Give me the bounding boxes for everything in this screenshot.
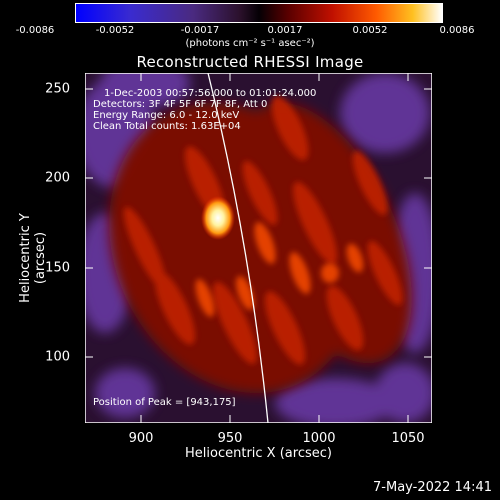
energy-range-text: Energy Range: 6.0 - 12.0 keV — [93, 110, 240, 121]
x-axis-ticks — [140, 73, 409, 423]
colorbar-tick-label: 0.0086 — [439, 25, 475, 36]
solar-image-plot — [85, 73, 432, 423]
y-axis-ticks — [85, 88, 432, 358]
colorbar-tick-label: -0.0052 — [95, 25, 135, 36]
detectors-text: Detectors: 3F 4F 5F 6F 7F 8F, Att 0 — [93, 99, 268, 110]
x-axis-label: Heliocentric X (arcsec) — [185, 446, 332, 461]
y-tick-label: 250 — [45, 81, 70, 97]
y-axis-label: Heliocentric Y (arcsec) — [18, 213, 48, 303]
image-pixels — [85, 73, 432, 423]
colorbar-units: (photons cm⁻² s⁻¹ asec⁻²) — [185, 38, 315, 49]
time-range-text: 1-Dec-2003 00:57:56.000 to 01:01:24.000 — [104, 88, 317, 99]
solar-limb-line — [207, 73, 269, 423]
colorbar-tick-label: -0.0086 — [15, 25, 55, 36]
colorbar-tick-label: -0.0017 — [180, 25, 220, 36]
clean-counts-text: Clean Total counts: 1.63E+04 — [93, 121, 241, 132]
x-tick-label: 950 — [217, 431, 243, 446]
timestamp: 7-May-2022 14:41 — [373, 480, 492, 495]
x-tick-label: 1000 — [302, 431, 336, 446]
colorbar — [75, 3, 443, 23]
x-tick-label: 900 — [128, 431, 154, 446]
y-tick-label: 200 — [45, 170, 70, 186]
colorbar-tick-label: 0.0017 — [267, 25, 303, 36]
y-tick-label: 150 — [45, 260, 70, 276]
y-tick-label: 100 — [45, 349, 70, 365]
x-tick-label: 1050 — [391, 431, 425, 446]
peak-source — [201, 196, 235, 240]
peak-position-text: Position of Peak = [943,175] — [93, 397, 236, 408]
colorbar-tick-label: 0.0052 — [352, 25, 388, 36]
image-title: Reconstructed RHESSI Image — [136, 53, 364, 71]
